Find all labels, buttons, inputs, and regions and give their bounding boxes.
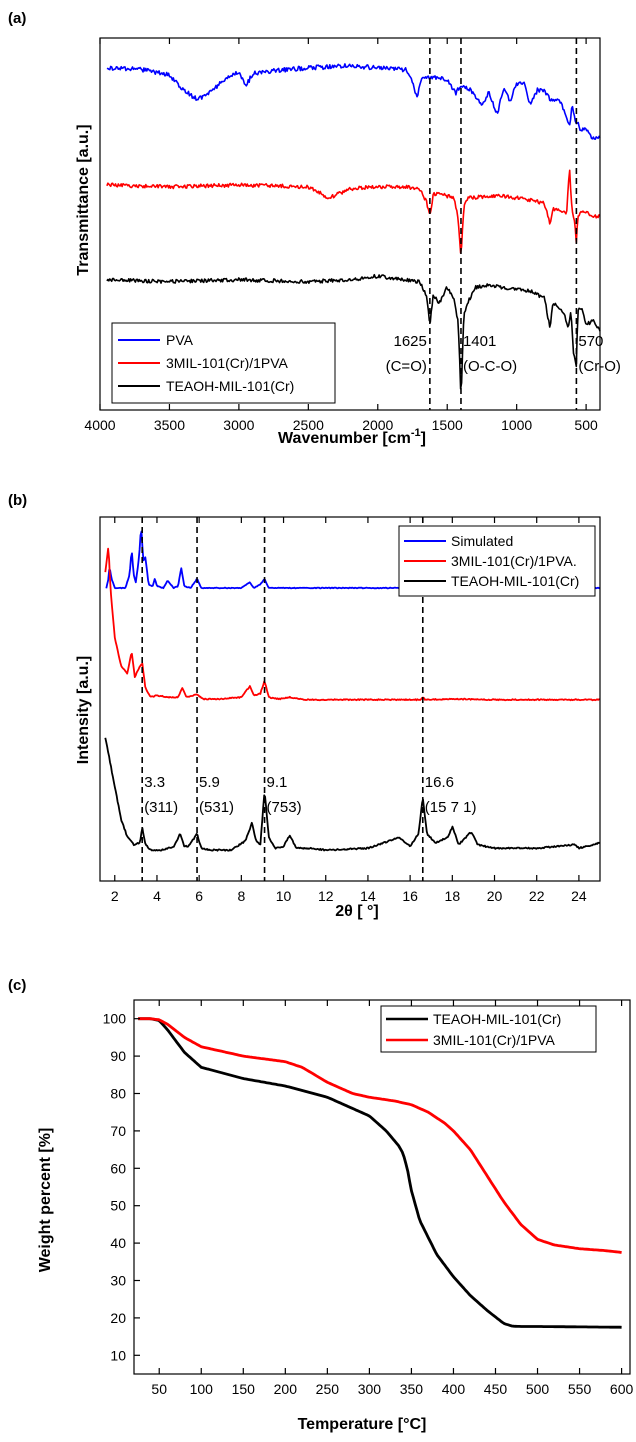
panel-b-annotation-label-3: (15 7 1): [425, 799, 477, 816]
panel-a-plot-frame: [99, 37, 601, 411]
panel-a-annotation-value-1: 1401: [463, 333, 496, 350]
panel-b-legend-label-1: 3MIL-101(Cr)/1PVA.: [451, 553, 577, 569]
panel-c-series-line-1: [138, 1017, 622, 1254]
panel-c-xtick-label-7: 400: [442, 1381, 466, 1397]
panel-c-xtick-label-1: 100: [190, 1381, 214, 1397]
panel-b-plot-area: [104, 517, 601, 881]
panel-b-annotation-label-2: (753): [267, 799, 302, 816]
panel-a-xtick-label-6: 1000: [501, 417, 532, 433]
panel-c-xtick-label-9: 500: [526, 1381, 550, 1397]
panel-a-xtick-label-7: 500: [574, 417, 598, 433]
panel-c-ytick-label-9: 100: [103, 1011, 127, 1027]
panel-b-xtick-label-1: 4: [153, 888, 161, 904]
panel-c-legend-box: [380, 1005, 597, 1053]
panel-a-xtick-label-1: 3500: [154, 417, 185, 433]
panel-c-ytick-label-1: 20: [110, 1310, 126, 1326]
panel-a-ylabel: Transmittance [a.u.]: [75, 124, 92, 275]
panel-b-legend-label-2: TEAOH-MIL-101(Cr): [451, 573, 579, 589]
panel-a-series-line-1: [106, 169, 601, 254]
panel-c: (c) Weight percent [%] Temperature [°C] …: [8, 977, 633, 1433]
panel-b-xtick-label-6: 14: [360, 888, 376, 904]
panel-c-legend: TEAOH-MIL-101(Cr) 3MIL-101(Cr)/1PVA: [380, 1005, 597, 1053]
panel-c-ytick-label-7: 80: [110, 1086, 126, 1102]
panel-a-annotations: 1625 (C=O) 1401 (O-C-O) 570 (Cr-O): [386, 333, 621, 375]
panel-b-legend-label-0: Simulated: [451, 533, 513, 549]
panel-c-ytick-label-4: 50: [110, 1198, 126, 1214]
panel-b-ylabel: Intensity [a.u.]: [75, 656, 92, 764]
panel-a-legend: PVA 3MIL-101(Cr)/1PVA TEAOH-MIL-101(Cr): [111, 322, 336, 404]
panel-a-xtick-label-2: 3000: [223, 417, 254, 433]
panel-b-xtick-label-8: 18: [445, 888, 461, 904]
panel-b-xtick-label-11: 24: [571, 888, 587, 904]
panel-b-x-axis: 2 4 6 8 10 12 14 16 18 20 22 24: [111, 517, 587, 904]
panel-b-xtick-label-2: 6: [195, 888, 203, 904]
panel-b-xtick-label-3: 8: [237, 888, 245, 904]
panel-b-series-line-2: [104, 737, 601, 852]
panel-a-annotation-value-2: 570: [578, 333, 603, 350]
panel-c-legend-label-0: TEAOH-MIL-101(Cr): [433, 1011, 561, 1027]
panel-c-series-line-0: [138, 1017, 622, 1329]
panel-b-annotation-value-2: 9.1: [267, 774, 288, 791]
panel-c-xtick-label-3: 200: [274, 1381, 298, 1397]
panel-a-x-axis: 4000 3500 3000 2500 2000 1500 1000 500: [84, 38, 598, 433]
panel-b-annotation-value-3: 16.6: [425, 774, 454, 791]
panel-b-annotations: 3.3 (311) 5.9 (531) 9.1 (753) 16.6 (15 7 1): [144, 774, 476, 816]
panel-b-xlabel: 2θ [ °]: [335, 903, 379, 920]
panel-b-xtick-label-7: 16: [402, 888, 418, 904]
panel-b-xtick-label-10: 22: [529, 888, 545, 904]
panel-c-plot-frame: [133, 999, 631, 1375]
panel-a-annotation-label-1: (O-C-O): [463, 358, 517, 375]
panel-a-series-line-0: [106, 63, 601, 140]
panel-c-ytick-label-8: 90: [110, 1048, 126, 1064]
panel-b-xtick-label-9: 20: [487, 888, 503, 904]
panel-a-annotation-value-0: 1625: [393, 333, 426, 350]
panel-b-xtick-label-0: 2: [111, 888, 119, 904]
panel-a-xtick-label-3: 2500: [293, 417, 324, 433]
panel-c-plot-area: [138, 1017, 622, 1329]
panel-c-xtick-label-11: 600: [610, 1381, 634, 1397]
panel-b-annotation-value-1: 5.9: [199, 774, 220, 791]
panel-c-xtick-label-8: 450: [484, 1381, 508, 1397]
panel-c-ytick-label-5: 60: [110, 1160, 126, 1176]
panel-b: (b) Intensity [a.u.] 2θ [ °] 2 4 6 8 10 12 14 1…: [8, 492, 601, 920]
panel-a-xtick-label-0: 4000: [84, 417, 115, 433]
panel-a: (a) Transmittance [a.u.] Wavenumber [cm-…: [8, 10, 621, 447]
panel-c-xtick-label-10: 550: [568, 1381, 592, 1397]
panel-c-xtick-label-4: 250: [316, 1381, 340, 1397]
panel-a-legend-label-2: TEAOH-MIL-101(Cr): [166, 378, 294, 394]
panel-b-xtick-label-4: 10: [276, 888, 292, 904]
panel-a-xtick-label-4: 2000: [362, 417, 393, 433]
panel-b-annotation-label-0: (311): [144, 799, 178, 816]
panel-a-legend-label-0: PVA: [166, 332, 194, 348]
panel-a-annotation-label-2: (Cr-O): [578, 358, 620, 375]
panel-b-series-line-1: [104, 547, 601, 702]
panel-c-xtick-label-2: 150: [232, 1381, 256, 1397]
panel-c-legend-label-1: 3MIL-101(Cr)/1PVA: [433, 1032, 556, 1048]
panel-c-ytick-label-3: 40: [110, 1235, 126, 1251]
panel-a-series-line-2: [106, 273, 601, 390]
panel-b-legend: Simulated 3MIL-101(Cr)/1PVA. TEAOH-MIL-1…: [398, 525, 596, 597]
panel-c-axes: 50 100 150 200 250 300 350 400 450 500 550 600 10 20 3…: [103, 1000, 634, 1397]
panel-a-xlabel: Wavenumber [cm-1]: [278, 427, 426, 447]
panel-b-xtick-label-5: 12: [318, 888, 334, 904]
panel-a-legend-label-1: 3MIL-101(Cr)/1PVA: [166, 355, 289, 371]
panel-c-label: (c): [8, 977, 26, 994]
panel-a-annotation-label-0: (C=O): [386, 358, 427, 375]
panel-b-plot-frame: [99, 516, 601, 882]
panel-c-ytick-label-0: 10: [110, 1347, 126, 1363]
panel-a-plot-area: [106, 38, 601, 410]
panel-a-xtick-label-5: 1500: [432, 417, 463, 433]
panel-c-xtick-label-5: 300: [358, 1381, 382, 1397]
panel-c-xtick-label-0: 50: [151, 1381, 167, 1397]
panel-a-label: (a): [8, 10, 26, 27]
panel-c-xtick-label-6: 350: [400, 1381, 424, 1397]
panel-c-xlabel: Temperature [°C]: [298, 1416, 427, 1433]
panel-b-annotation-label-1: (531): [199, 799, 234, 816]
panel-b-label: (b): [8, 492, 27, 509]
panel-c-ylabel: Weight percent [%]: [37, 1128, 54, 1273]
panel-b-annotation-value-0: 3.3: [144, 774, 165, 791]
panel-c-ytick-label-2: 30: [110, 1273, 126, 1289]
panel-c-ytick-label-6: 70: [110, 1123, 126, 1139]
